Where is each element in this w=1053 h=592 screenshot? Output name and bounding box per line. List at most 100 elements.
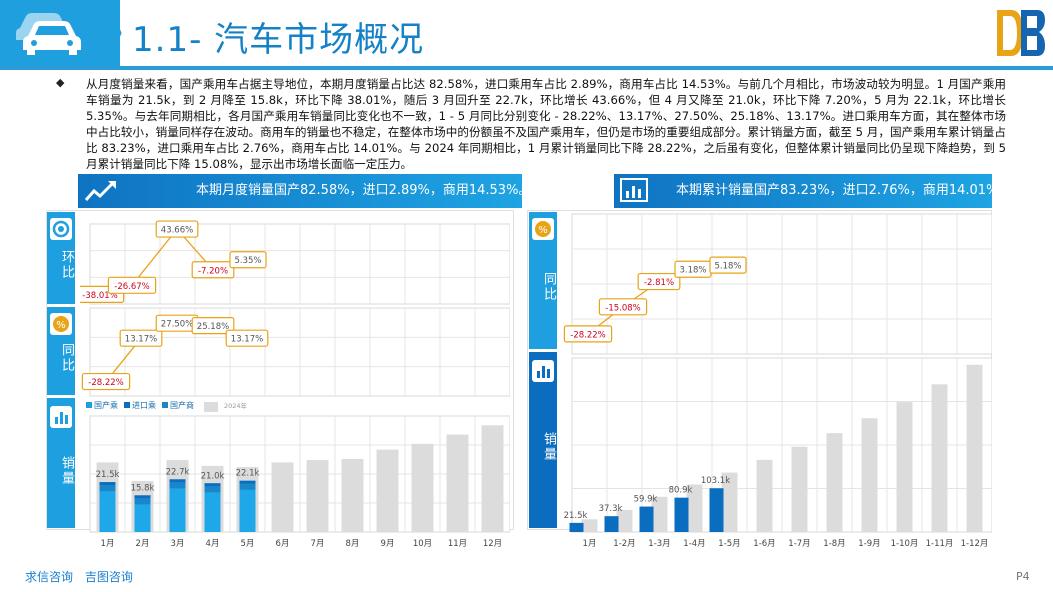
cum-x-tick: 1-3月 [648, 539, 670, 549]
sales-legend-label: 国产乘 [94, 400, 118, 410]
sales-legend-label: 国产商 [170, 400, 194, 410]
cum-x-tick: 1-7月 [788, 539, 810, 549]
bar-chart-icon [50, 406, 72, 428]
mom-point-label: 5.35% [234, 256, 261, 266]
cum-x-tick: 1-8月 [823, 539, 845, 549]
cum-bar-2024 [861, 418, 878, 532]
sales-x-tick: 8月 [346, 539, 360, 549]
cum-bar-2025 [604, 516, 619, 532]
svg-text:%: % [56, 320, 66, 331]
percent-icon: % [532, 218, 554, 240]
right-banner-text: 本期累计销量国产83.23%，进口2.76%，商用14.01%。 [676, 183, 1012, 198]
yoy-point-label: -28.22% [88, 378, 123, 388]
tab-sales-left: 销量 [47, 398, 75, 528]
cum-data-label: 80.9k [669, 486, 693, 496]
yoy-point-label: 13.17% [125, 335, 157, 345]
cum-x-tick: 1-4月 [683, 539, 705, 549]
sales-x-tick: 10月 [413, 539, 432, 549]
tab-sales-left-label: 销量 [59, 456, 74, 486]
cum-bar-2025 [569, 522, 584, 532]
trend-up-icon [84, 181, 116, 201]
cum-yoy-point-label: -28.22% [570, 330, 605, 340]
sales-x-tick: 12月 [483, 539, 502, 549]
sales-x-tick: 2月 [136, 539, 150, 549]
target-icon [50, 218, 72, 240]
cum-bar-2024 [581, 519, 598, 532]
sales-x-tick: 7月 [311, 539, 325, 549]
cum-x-tick: 1-2月 [613, 539, 635, 549]
sales-legend-swatch [86, 402, 92, 408]
sales-data-label: 15.8k [131, 483, 155, 493]
sales-bar-2024 [376, 449, 399, 532]
sales-x-tick: 6月 [276, 539, 290, 549]
cum-bar-2024 [721, 472, 738, 532]
yoy-point-box [81, 372, 131, 391]
tab-yoy-left: % 同比 [47, 307, 75, 395]
mom-point-box [155, 220, 199, 238]
tab-yoy-right-label: 同比 [541, 272, 556, 302]
footer-link-jitu[interactable]: 吉图咨询 [84, 570, 133, 584]
cum-bar-2024 [966, 364, 983, 532]
sales-bar-import [99, 482, 116, 486]
tab-mom: 环比 [47, 212, 75, 304]
left-charts: -38.01%-26.67% 43.66% -7.20% 5.35% -28.22% 13… [80, 220, 510, 549]
cum-x-tick: 1-5月 [718, 539, 740, 549]
sales-legend-swatch [162, 402, 168, 408]
mom-point-label: -7.20% [198, 266, 228, 276]
cum-yoy-point-label: 3.18% [679, 266, 706, 276]
intro-text: 从月度销量来看，国产乘用车占据主导地位，本期月度销量占比达 82.58%，进口乘… [86, 77, 1006, 171]
yoy-point-label: 25.18% [197, 322, 229, 332]
sales-bar-import [134, 495, 151, 499]
intro-paragraph: 从月度销量来看，国产乘用车占据主导地位，本期月度销量占比达 82.58%，进口乘… [56, 76, 1006, 172]
header-divider [0, 66, 1053, 70]
sales-bar-domestic [134, 495, 151, 532]
footer-link-qiuxin[interactable]: 求信咨询 [25, 570, 74, 584]
cum-yoy-point-box [709, 256, 747, 274]
cum-bar-2024 [686, 484, 703, 532]
sales-bar-commercial [134, 498, 151, 505]
sales-bar-domestic [239, 480, 256, 532]
yoy-point-label: 27.50% [161, 320, 193, 330]
sales-data-label: 21.0k [201, 471, 225, 481]
cum-bar-2024 [651, 496, 668, 532]
sales-x-tick: 4月 [206, 539, 220, 549]
sales-bar-commercial [204, 486, 221, 493]
cum-data-label: 59.9k [634, 495, 658, 505]
cum-x-tick: 1-9月 [858, 539, 880, 549]
page-number: P4 [1016, 570, 1030, 583]
sales-bar-domestic [204, 483, 221, 532]
cum-data-label: 37.3k [599, 504, 623, 514]
tab-mom-label: 环比 [59, 250, 74, 280]
tab-sales-right-label: 销量 [541, 432, 556, 462]
sales-bar-2024 [446, 434, 469, 532]
header: 1.1- 汽车市场概况 [0, 0, 1053, 66]
cum-x-tick: 1-6月 [753, 539, 775, 549]
sales-x-tick: 1月 [101, 539, 115, 549]
cum-x-tick: 1-11月 [926, 539, 954, 549]
cum-bar-2024 [616, 509, 633, 532]
sales-bar-commercial [239, 483, 256, 490]
mom-point-box [107, 276, 157, 294]
cum-x-tick: 1月 [583, 539, 597, 549]
sales-legend-swatch [124, 402, 130, 408]
mom-point-box [229, 251, 267, 269]
mom-point-label: -38.01% [82, 291, 117, 301]
sales-bar-2024 [306, 460, 329, 532]
sales-x-tick: 5月 [241, 539, 255, 549]
sales-bar-domestic [99, 482, 116, 532]
sales-data-label: 22.1k [236, 469, 260, 479]
yoy-point-box [225, 329, 269, 347]
sales-bar-2024 [481, 425, 504, 532]
mom-point-label: -26.67% [114, 282, 149, 292]
cum-x-tick: 1-12月 [961, 539, 989, 549]
cum-bar-2025 [674, 497, 689, 532]
cum-bar-2025 [639, 506, 654, 532]
mom-point-label: 43.66% [161, 226, 193, 236]
sales-bar-2024 [341, 458, 364, 532]
cum-bar-2024 [896, 402, 913, 532]
cum-yoy-point-box [563, 325, 613, 343]
tab-sales-right: 销量 [529, 352, 557, 528]
yoy-point-box [119, 329, 163, 347]
yoy-point-label: 13.17% [231, 335, 263, 345]
cum-yoy-point-label: -15.08% [605, 303, 640, 313]
